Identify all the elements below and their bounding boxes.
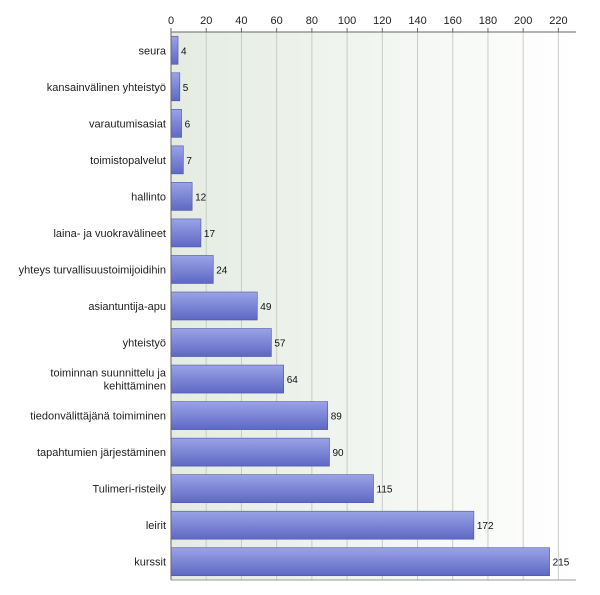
category-label-line: yhteistyö [123,338,166,350]
x-tick-label: 160 [444,15,462,27]
data-label: 172 [477,521,494,532]
data-label: 89 [331,412,343,423]
bar [170,72,181,102]
bar [170,547,550,577]
bar [170,145,184,175]
category-label: leirit [146,520,166,532]
category-label-line: toiminnan suunnittelu ja [50,368,166,380]
bar [170,109,182,138]
category-label-line: tapahtumien järjestäminen [37,447,166,459]
bar [170,291,258,321]
category-label: laina- ja vuokravälineet [53,228,166,240]
x-tick-label: 40 [235,15,247,27]
category-label: kansainvälinen yhteistyö [47,82,166,94]
x-tick-labels: 0 20 40 60 80 100 120 140 160 180 200 220 [168,15,568,27]
x-tick-label: 220 [549,15,567,27]
bar [170,401,329,430]
data-label: 90 [332,448,344,459]
axes [170,28,576,581]
category-label: toimistopalvelut [90,155,166,167]
category-label: tapahtumien järjestäminen [37,447,166,459]
category-label-line: kehittäminen [104,381,166,393]
category-label: yhteistyö [123,338,166,350]
category-label-line: hallinto [131,191,166,203]
category-label-line: Tulimeri-risteily [92,484,166,496]
x-tick-label: 140 [408,15,426,27]
category-label-line: tiedonvälittäjänä toimiminen [30,411,166,423]
category-label-line: varautumisasiat [89,118,166,130]
category-label: toiminnan suunnittelu ja kehittäminen [50,368,166,393]
x-tick-label: 80 [306,15,318,27]
x-tick-label: 0 [168,15,174,27]
x-tick-label: 60 [271,15,283,27]
category-label-line: kansainvälinen yhteistyö [47,82,166,94]
category-label-line: laina- ja vuokravälineet [53,228,166,240]
data-label: 12 [195,192,207,203]
category-label: varautumisasiat [89,118,166,130]
x-tick-label: 20 [200,15,212,27]
data-label: 5 [183,83,189,94]
category-label: Tulimeri-risteily [92,484,166,496]
data-label: 6 [185,119,191,130]
category-label: asiantuntija-apu [88,301,166,313]
bar [170,35,179,65]
data-label: 24 [216,265,228,276]
category-label: seura [138,45,166,57]
bar [170,437,330,467]
bars [170,35,550,577]
category-label-line: leirit [146,520,166,532]
category-label: kurssit [134,557,166,569]
category-label-line: kurssit [134,557,166,569]
bar [170,182,193,211]
bar [170,218,202,248]
bar [170,364,284,394]
category-label-line: seura [138,45,166,57]
data-label: 7 [186,156,192,167]
category-label: hallinto [131,191,166,203]
data-labels: 4 5 6 7 12 17 24 49 57 64 89 90 115 172 215 [181,46,570,568]
bar [170,255,214,284]
x-tick-label: 120 [373,15,391,27]
bar [170,510,475,540]
category-label-line: toimistopalvelut [90,155,166,167]
data-label: 4 [181,46,187,57]
bar [170,328,272,357]
bar [170,474,374,503]
data-label: 49 [260,302,272,313]
category-label-line: yhteys turvallisuustoimijoidihin [19,264,166,276]
category-labels: seura kansainvälinen yhteistyö varautumisa… [19,45,167,568]
data-label: 215 [553,558,570,569]
data-label: 64 [287,375,299,386]
x-tick-label: 200 [514,15,532,27]
x-tick-label: 180 [479,15,497,27]
category-label-line: asiantuntija-apu [88,301,166,313]
data-label: 115 [377,485,393,496]
data-label: 57 [274,339,286,350]
x-tick-label: 100 [338,15,356,27]
category-label: yhteys turvallisuustoimijoidihin [19,264,166,276]
category-label: tiedonvälittäjänä toimiminen [30,411,166,423]
data-label: 17 [204,229,216,240]
